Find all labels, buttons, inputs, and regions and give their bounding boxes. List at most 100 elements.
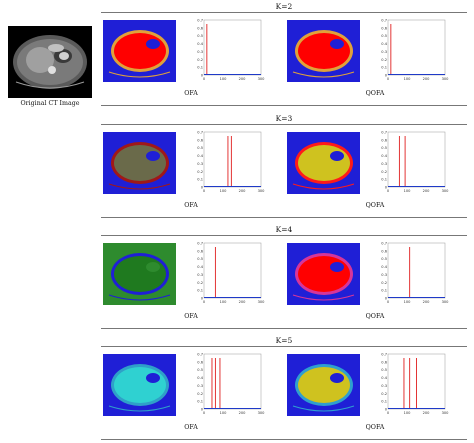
- group-bottom-divider: [101, 439, 467, 440]
- hist-frame: [203, 19, 262, 76]
- group-bottom-divider: [101, 105, 467, 106]
- original-ct-caption: Original CT Image: [20, 100, 80, 107]
- hist-x-tick: 100: [404, 77, 412, 81]
- hist-y-tick: 0.1: [381, 400, 387, 404]
- ofa-label: OFA: [184, 202, 198, 209]
- hist-y-tick: 0.7: [197, 353, 203, 357]
- hist-frame: [203, 131, 262, 188]
- histogram-plot: 0.70.60.50.40.30.20.100 100 200 300: [197, 242, 265, 305]
- hist-y-tick: 0.1: [197, 66, 203, 70]
- group-title: K=5: [275, 336, 293, 345]
- segmentation-image: [103, 132, 176, 194]
- group-bottom-divider: [101, 328, 467, 329]
- hist-y-tick: 0.4: [197, 376, 203, 380]
- hist-y-tick: 0.4: [381, 154, 387, 158]
- hist-x-tick: 0: [387, 77, 390, 81]
- hist-x-tick: 200: [423, 189, 431, 193]
- group-divider: [101, 235, 467, 236]
- hist-y-tick: 0.1: [197, 400, 203, 404]
- hist-y-tick: 0.5: [197, 34, 203, 38]
- hist-y-tick: 0.5: [197, 257, 203, 261]
- hist-y-tick: 0: [201, 186, 204, 190]
- hist-y-tick: 0.2: [381, 281, 387, 285]
- hist-x-tick: 0: [203, 77, 206, 81]
- hist-x-tick: 300: [442, 300, 449, 304]
- hist-x-tick: 0: [387, 189, 390, 193]
- hist-y-tick: 0.2: [197, 58, 203, 62]
- hist-frame: [387, 242, 446, 299]
- hist-y-tick: 0.4: [197, 265, 203, 269]
- hist-y-tick: 0.3: [381, 162, 387, 166]
- hist-y-tick: 0.4: [381, 376, 387, 380]
- hist-y-tick: 0.3: [197, 162, 203, 166]
- histogram-plot: 0.70.60.50.40.30.20.100 100 200 300: [381, 353, 449, 416]
- hist-x-tick: 0: [387, 411, 390, 415]
- hist-y-tick: 0.7: [381, 242, 387, 246]
- hist-y-tick: 0.6: [197, 26, 203, 30]
- hist-y-tick: 0.6: [381, 360, 387, 364]
- hist-y-tick: 0.3: [197, 273, 203, 277]
- hist-y-tick: 0: [385, 186, 388, 190]
- qofa-label: QOFA: [365, 424, 385, 431]
- hist-y-tick: 0.6: [381, 138, 387, 142]
- hist-y-tick: 0.5: [197, 146, 203, 150]
- hist-y-tick: 0.1: [197, 289, 203, 293]
- segmentation-image: [103, 354, 176, 416]
- hist-y-tick: 0.1: [197, 178, 203, 182]
- hist-x-tick: 100: [404, 411, 412, 415]
- hist-y-tick: 0.6: [381, 249, 387, 253]
- hist-y-tick: 0.5: [381, 368, 387, 372]
- hist-x-tick: 200: [239, 77, 247, 81]
- segmentation-image: [103, 243, 176, 305]
- hist-frame: [387, 19, 446, 76]
- ofa-label: OFA: [184, 90, 198, 97]
- ofa-label: OFA: [184, 313, 198, 320]
- hist-y-tick: 0: [201, 297, 204, 301]
- hist-y-tick: 0.1: [381, 289, 387, 293]
- hist-y-tick: 0.3: [381, 273, 387, 277]
- hist-y-tick: 0.5: [381, 257, 387, 261]
- qofa-label: QOFA: [365, 313, 385, 320]
- hist-y-tick: 0.7: [197, 131, 203, 135]
- hist-y-tick: 0.7: [197, 242, 203, 246]
- hist-x-tick: 100: [220, 300, 228, 304]
- group-title: K=2: [275, 2, 293, 11]
- group-divider: [101, 124, 467, 125]
- group-bottom-divider: [101, 217, 467, 218]
- hist-y-tick: 0.5: [197, 368, 203, 372]
- hist-x-tick: 100: [220, 77, 228, 81]
- hist-x-tick: 0: [203, 189, 206, 193]
- segmentation-image: [287, 243, 360, 305]
- hist-y-tick: 0.6: [197, 360, 203, 364]
- hist-x-tick: 300: [258, 411, 265, 415]
- hist-x-tick: 100: [220, 411, 228, 415]
- k-group-3: K=3 0.7 0.6 0.5 0.4 0.3 0.2 0.1 0 0 100 200 300 OFA 0.…: [101, 114, 467, 218]
- hist-y-tick: 0.6: [197, 249, 203, 253]
- group-divider: [101, 12, 467, 13]
- hist-x-tick: 300: [258, 189, 265, 193]
- hist-x-tick: 100: [220, 189, 228, 193]
- hist-x-tick: 0: [387, 300, 390, 304]
- hist-x-tick: 300: [258, 300, 265, 304]
- segmentation-image: [287, 20, 360, 82]
- hist-x-tick: 200: [239, 411, 247, 415]
- hist-y-tick: 0.5: [381, 34, 387, 38]
- hist-y-tick: 0.3: [381, 384, 387, 388]
- hist-x-tick: 200: [423, 411, 431, 415]
- histogram-plot: 0.70.60.50.40.30.20.100 100 200 300: [381, 19, 449, 82]
- hist-y-tick: 0: [201, 408, 204, 412]
- hist-y-tick: 0.7: [197, 19, 203, 23]
- hist-frame: [387, 131, 446, 188]
- segmentation-image: [103, 20, 176, 82]
- hist-y-tick: 0.4: [197, 42, 203, 46]
- hist-y-tick: 0.2: [197, 392, 203, 396]
- hist-frame: [203, 353, 262, 410]
- hist-y-tick: 0.2: [381, 170, 387, 174]
- hist-y-tick: 0.2: [197, 281, 203, 285]
- hist-y-tick: 0.7: [381, 19, 387, 23]
- hist-y-tick: 0: [385, 74, 388, 78]
- hist-x-tick: 100: [404, 300, 412, 304]
- hist-y-tick: 0: [385, 408, 388, 412]
- histogram-plot: 0.70.60.50.40.30.20.100 100 200 300: [381, 131, 449, 194]
- original-ct-image: [8, 26, 92, 98]
